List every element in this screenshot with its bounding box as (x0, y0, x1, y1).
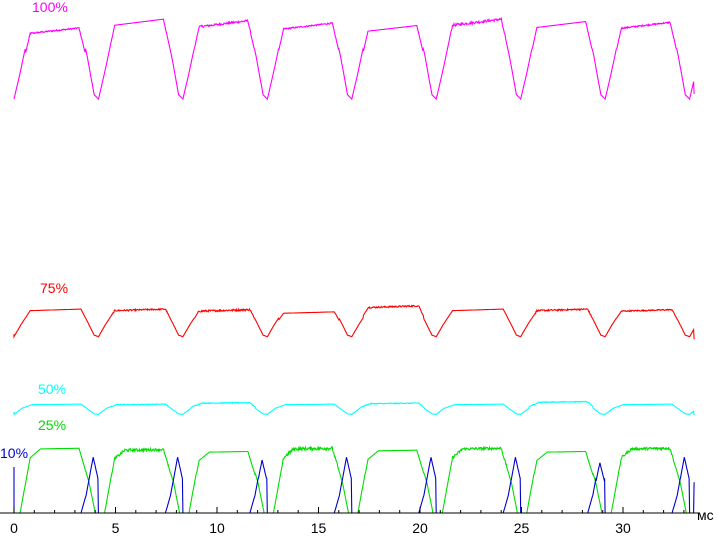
x-tick-label: 25 (514, 520, 530, 536)
series-label-50pct: 50% (38, 381, 66, 397)
x-tick-label: 15 (311, 520, 327, 536)
series-line-50pct (13, 400, 695, 416)
x-tick-label: 5 (112, 520, 120, 536)
series-layer (13, 16, 695, 514)
series-label-25pct: 25% (38, 417, 66, 433)
x-axis: 0 5 10 15 20 25 30 (0, 507, 700, 536)
series-line-100pct (13, 16, 695, 101)
x-tick-label: 20 (412, 520, 428, 536)
series-line-10pct (13, 457, 695, 514)
x-tick-label: 0 (10, 520, 18, 536)
series-label-100pct: 100% (32, 0, 68, 15)
series-line-25pct (14, 445, 695, 514)
x-axis-unit-label: мс (697, 507, 714, 523)
series-label-75pct: 75% (40, 280, 68, 296)
x-tick-label: 10 (209, 520, 225, 536)
series-label-10pct: 10% (0, 445, 28, 461)
series-line-75pct (13, 304, 695, 340)
series-labels: 100% 75% 50% 25% 10% (0, 0, 68, 461)
x-tick-label: 30 (615, 520, 631, 536)
